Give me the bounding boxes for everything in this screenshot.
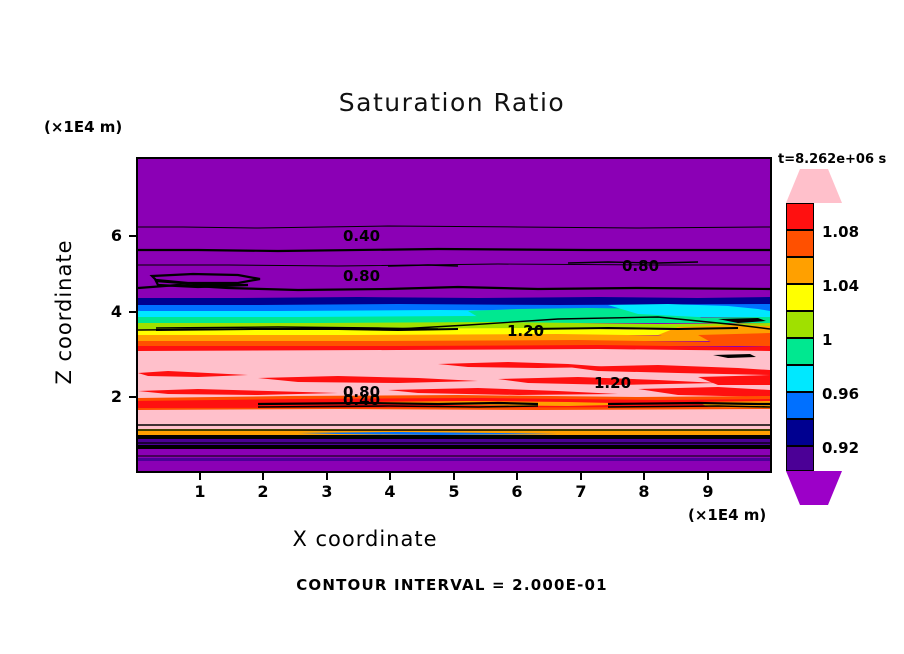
x-tick-label: 8: [638, 482, 650, 501]
y-tick-label: 4: [110, 302, 122, 321]
x-tick-label: 9: [702, 482, 714, 501]
y-tick-label: 2: [110, 387, 122, 406]
y-axis-title: Z coordinate: [52, 239, 76, 385]
colorbar-tick-label: 1.08: [822, 223, 860, 241]
colorbar-segment: [786, 284, 814, 311]
contour-plot-canvas[interactable]: 0.40 0.80 0.80 1.20 0.80 0.40 1.20: [136, 157, 772, 473]
x-tick-label: 7: [575, 482, 587, 501]
colorbar-segment: [786, 203, 814, 230]
colorbar-segment: [786, 338, 814, 365]
colorbar-segment: [786, 311, 814, 338]
colorbar-top-cap: [786, 169, 842, 203]
colorbar-segment: [786, 365, 814, 392]
contour-label: 1.20: [594, 374, 632, 392]
colorbar-tick-label: 0.92: [822, 439, 860, 457]
colorbar[interactable]: 1.08 1.04 1 0.96 0.92: [786, 169, 859, 505]
y-axis-unit-label: (×1E4 m): [44, 118, 123, 136]
x-axis-title: X coordinate: [292, 527, 438, 551]
contour-label: 0.80: [343, 267, 381, 285]
colorbar-bottom-cap: [786, 471, 842, 505]
contour-interval-caption: CONTOUR INTERVAL = 2.000E-01: [296, 576, 608, 594]
y-tick-label: 6: [110, 226, 122, 245]
contour-label: 0.40: [343, 227, 381, 245]
x-tick-label: 2: [257, 482, 269, 501]
x-tick-label: 3: [321, 482, 333, 501]
contour-label: 1.20: [507, 322, 545, 340]
colorbar-segment: [786, 446, 814, 471]
x-tick-label: 5: [448, 482, 460, 501]
contour-label: 0.80: [343, 383, 381, 401]
x-axis-unit-label: (×1E4 m): [688, 506, 767, 524]
colorbar-segment: [786, 392, 814, 419]
contour-field: [138, 159, 770, 471]
x-tick-label: 1: [194, 482, 206, 501]
x-tick-label: 6: [511, 482, 523, 501]
contour-label: 0.40: [343, 391, 381, 409]
colorbar-segment: [786, 230, 814, 257]
page-title: Saturation Ratio: [338, 88, 566, 117]
colorbar-segment: [786, 257, 814, 284]
colorbar-tick-label: 1: [822, 331, 833, 349]
contour-label: 0.80: [622, 257, 660, 275]
colorbar-tick-label: 1.04: [822, 277, 860, 295]
time-annotation: t=8.262e+06 s: [778, 152, 887, 167]
colorbar-tick-label: 0.96: [822, 385, 860, 403]
x-tick-label: 4: [384, 482, 396, 501]
colorbar-segment: [786, 419, 814, 446]
